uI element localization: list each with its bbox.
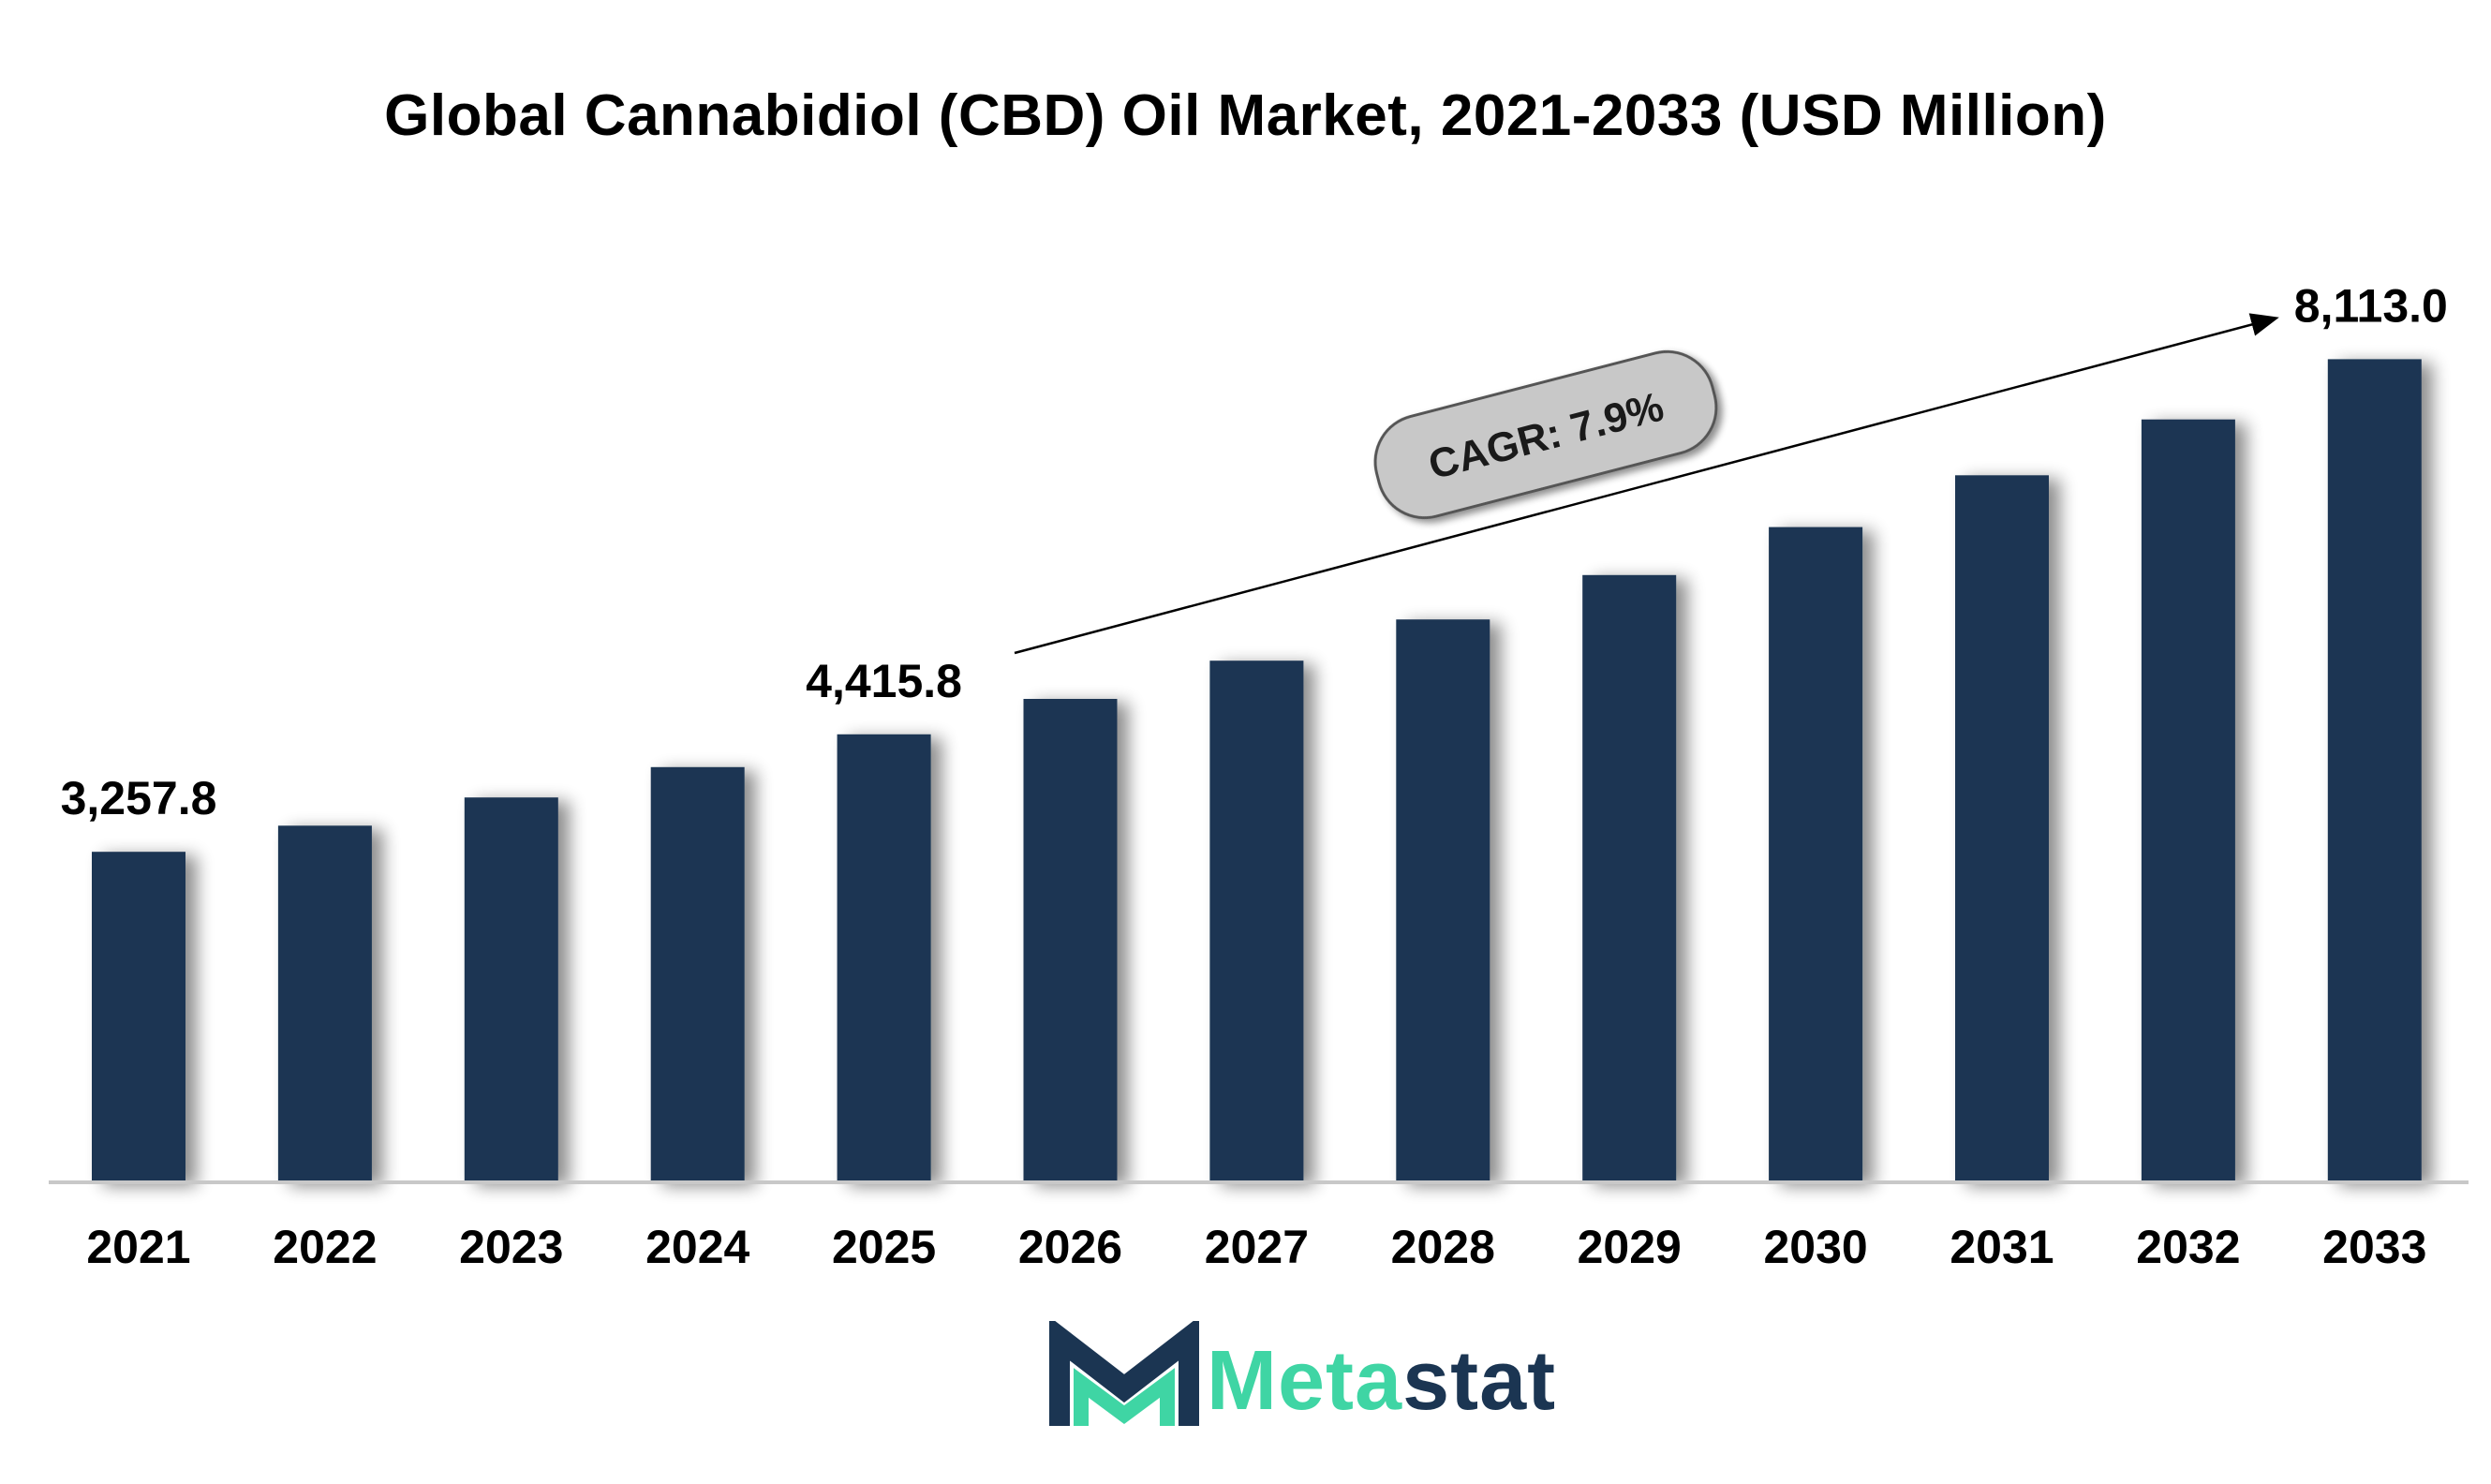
bar-2023: [464, 797, 558, 1182]
x-tick-label-2033: 2033: [2322, 1221, 2426, 1273]
bar-2026: [1023, 699, 1118, 1182]
x-tick-label-2027: 2027: [1205, 1221, 1309, 1273]
cagr-arrow: [1014, 313, 2279, 655]
x-tick-label-2026: 2026: [1018, 1221, 1122, 1273]
x-tick-label-2030: 2030: [1763, 1221, 1867, 1273]
bar-2027: [1209, 660, 1304, 1182]
bar-2024: [650, 766, 745, 1182]
bar-2031: [1955, 475, 2049, 1182]
data-label-2021: 3,257.8: [61, 772, 217, 824]
x-tick-label-2032: 2032: [2136, 1221, 2240, 1273]
bars: [92, 359, 2422, 1182]
logo-text-meta: Meta: [1207, 1334, 1403, 1428]
bar-2033: [2327, 359, 2422, 1182]
cagr-pill: CAGR: 7.9%: [1373, 349, 1718, 520]
x-tick-label-2031: 2031: [1950, 1221, 2054, 1273]
logo-text-stat: stat: [1402, 1334, 1557, 1428]
metastat-logo: Metastat: [1049, 1316, 1574, 1438]
bar-2032: [2141, 419, 2235, 1182]
x-tick-label-2025: 2025: [832, 1221, 936, 1273]
bar-2025: [837, 734, 931, 1182]
x-tick-label-2028: 2028: [1391, 1221, 1495, 1273]
bar-2029: [1582, 574, 1677, 1182]
labels: 2021 2022 2023 2024 2025 2026 2027 2028 2029 2030…: [61, 279, 2448, 1273]
x-tick-label-2021: 2021: [86, 1221, 190, 1273]
x-tick-label-2023: 2023: [459, 1221, 563, 1273]
bar-2021: [92, 852, 185, 1182]
metastat-m-icon: [1049, 1321, 1199, 1426]
x-tick-label-2022: 2022: [273, 1221, 377, 1273]
cagr-pill-background: [1373, 349, 1718, 520]
bar-2030: [1769, 527, 1863, 1182]
x-tick-label-2024: 2024: [645, 1221, 749, 1273]
data-label-2033: 8,113.0: [2294, 279, 2448, 332]
bar-2028: [1396, 619, 1490, 1182]
bar-2022: [277, 825, 372, 1182]
data-label-2025: 4,415.8: [806, 655, 962, 707]
x-tick-label-2029: 2029: [1578, 1221, 1682, 1273]
chart-title: Global Cannabidiol (CBD) Oil Market, 202…: [384, 83, 2107, 148]
